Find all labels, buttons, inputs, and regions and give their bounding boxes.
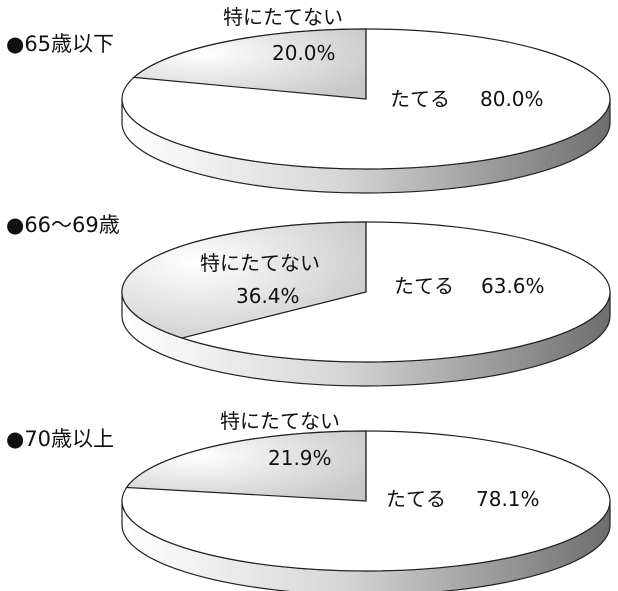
pie-2-label-minor-value: 36.4% [236,284,300,308]
pie-group-3: ●70歳以上 特にたてない 21.9% たてる 78.1% [6,409,611,591]
pie-3-label-minor-value: 21.9% [268,446,332,470]
pie-2-label-minor-name: 特にたてない [200,251,320,275]
pie-1-label-major-name: たてる [390,87,450,111]
pie-2-label-major-value: 63.6% [481,274,545,298]
pie-3-label-major-value: 78.1% [476,487,540,511]
pie-3-label-minor-name: 特にたてない [220,409,340,433]
pie-1-label-minor-value: 20.0% [272,41,336,65]
pie-3-slice-minor [125,430,367,502]
pie-3-label-major-name: たてる [386,487,446,511]
pie-title-2: ●66〜69歳 [6,213,120,237]
pie-2-label-major-name: たてる [394,274,454,298]
pie-1-label-major-value: 80.0% [480,87,544,111]
pie-title-1: ●65歳以下 [6,32,114,56]
pie-2-slice-minor [121,221,367,339]
pie-title-3: ●70歳以上 [6,427,114,451]
pie-1-label-minor-name: 特にたてない [223,5,343,29]
pie-group-2: ●66〜69歳 特にたてない 36.4% たてる 63.6% [6,213,611,387]
pie-1-slice-minor [132,28,367,100]
pie-group-1: ●65歳以下 特にたてない 20.0% たてる 80.0% [6,5,611,194]
